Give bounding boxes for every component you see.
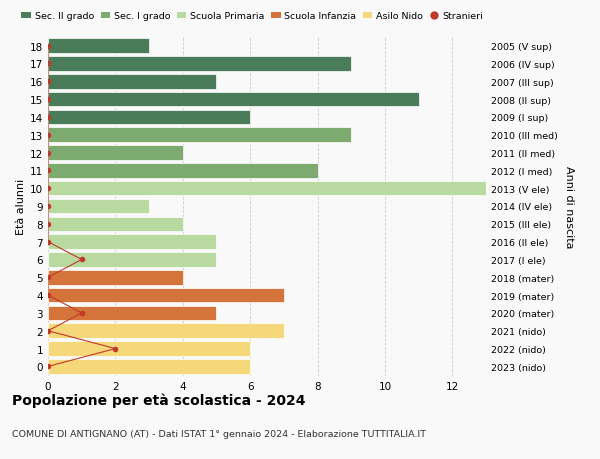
Bar [48,341,250,356]
Bar [48,146,183,161]
Bar [48,164,317,178]
Bar [48,217,183,232]
Bar [48,93,419,107]
Bar [48,181,486,196]
Bar [48,288,284,303]
Bar [48,110,250,125]
Bar [48,270,183,285]
Text: COMUNE DI ANTIGNANO (AT) - Dati ISTAT 1° gennaio 2024 - Elaborazione TUTTITALIA.: COMUNE DI ANTIGNANO (AT) - Dati ISTAT 1°… [12,429,426,438]
Y-axis label: Età alunni: Età alunni [16,179,26,235]
Text: Popolazione per età scolastica - 2024: Popolazione per età scolastica - 2024 [12,392,305,407]
Bar [48,128,351,143]
Bar [48,359,250,374]
Bar [48,199,149,214]
Bar [48,306,217,320]
Legend: Sec. II grado, Sec. I grado, Scuola Primaria, Scuola Infanzia, Asilo Nido, Stran: Sec. II grado, Sec. I grado, Scuola Prim… [17,9,487,25]
Bar [48,39,149,54]
Bar [48,252,217,267]
Bar [48,235,217,249]
Y-axis label: Anni di nascita: Anni di nascita [565,165,574,248]
Bar [48,57,351,72]
Bar [48,75,217,90]
Bar [48,324,284,338]
